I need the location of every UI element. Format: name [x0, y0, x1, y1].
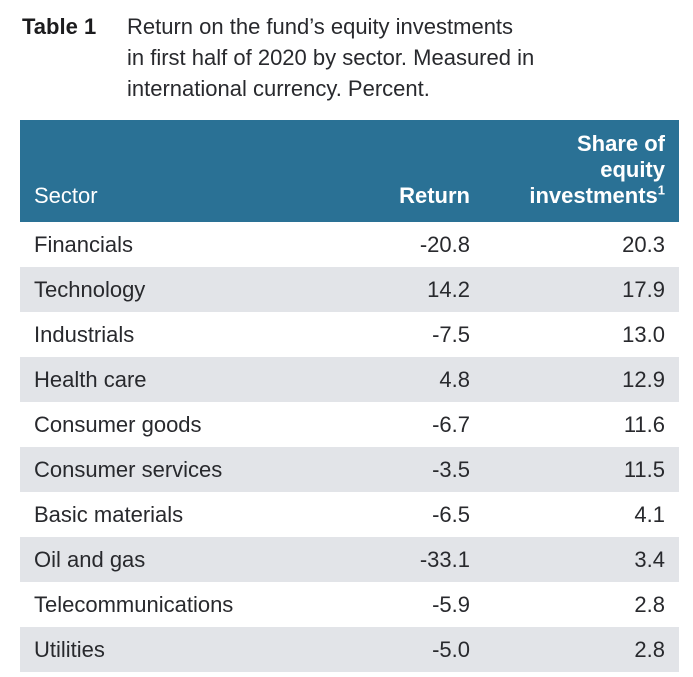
- cell-sector: Consumer goods: [34, 411, 202, 437]
- table-row-technology: Technology 14.2 17.9: [20, 267, 679, 312]
- cell-share: 12.9: [622, 366, 665, 392]
- cell-share: 4.1: [634, 501, 665, 527]
- share-header-line-2: equity: [600, 157, 665, 182]
- table-label: Table 1: [22, 14, 97, 39]
- caption-text: Return on the fund’s equity investments …: [127, 11, 683, 104]
- table-row-basic-materials: Basic materials -6.5 4.1: [20, 492, 679, 537]
- table-row-oil-and-gas: Oil and gas -33.1 3.4: [20, 537, 679, 582]
- cell-sector: Consumer services: [34, 456, 223, 482]
- cell-share: 11.5: [623, 456, 665, 482]
- column-header-share: Share of equity investments1: [470, 131, 665, 209]
- cell-return: -5.9: [432, 591, 470, 617]
- cell-sector: Utilities: [34, 636, 105, 662]
- table-row-utilities: Utilities -5.0 2.8: [20, 627, 679, 672]
- data-table: Sector Return Share of equity investment…: [20, 120, 679, 672]
- cell-sector: Industrials: [34, 321, 135, 347]
- cell-share: 2.8: [634, 636, 665, 662]
- cell-share: 3.4: [634, 546, 665, 572]
- caption-line-1: Return on the fund’s equity investments: [127, 14, 514, 39]
- cell-return: 4.8: [439, 366, 470, 392]
- caption-line-3: international currency. Percent.: [127, 76, 430, 101]
- cell-return: 14.2: [427, 276, 470, 302]
- cell-share: 11.6: [623, 411, 665, 437]
- table-caption: Table 1 Return on the fund’s equity inve…: [0, 0, 693, 104]
- cell-share: 13.0: [622, 321, 665, 347]
- cell-sector: Oil and gas: [34, 546, 146, 572]
- table-row-telecommunications: Telecommunications -5.9 2.8: [20, 582, 679, 627]
- cell-return: -7.5: [432, 321, 470, 347]
- cell-return: -5.0: [432, 636, 470, 662]
- share-header-word: investments: [529, 183, 658, 208]
- cell-share: 20.3: [622, 231, 665, 257]
- table-header-row: Sector Return Share of equity investment…: [20, 120, 679, 222]
- cell-share: 2.8: [634, 591, 665, 617]
- cell-sector: Health care: [34, 366, 147, 392]
- table-row-health-care: Health care 4.8 12.9: [20, 357, 679, 402]
- cell-sector: Basic materials: [34, 501, 184, 527]
- cell-sector: Telecommunications: [34, 591, 234, 617]
- caption-line-2: in first half of 2020 by sector. Measure…: [127, 45, 535, 70]
- table-row-financials: Financials -20.8 20.3: [20, 222, 679, 267]
- share-header-line-1: Share of: [576, 131, 665, 156]
- share-header-line-3: investments1: [470, 183, 665, 209]
- column-header-return: Return: [399, 183, 470, 208]
- table-row-industrials: Industrials -7.5 13.0: [20, 312, 679, 357]
- cell-return: -6.5: [432, 501, 470, 527]
- cell-return: -6.7: [432, 411, 470, 437]
- footnote-marker: 1: [657, 182, 665, 198]
- cell-sector: Financials: [34, 231, 134, 257]
- table-row-consumer-goods: Consumer goods -6.7 11.6: [20, 402, 679, 447]
- cell-return: -33.1: [419, 546, 470, 572]
- cell-sector: Technology: [34, 276, 146, 302]
- cell-share: 17.9: [622, 276, 665, 302]
- cell-return: -20.8: [419, 231, 470, 257]
- table-row-consumer-services: Consumer services -3.5 11.5: [20, 447, 679, 492]
- column-header-sector: Sector: [34, 183, 98, 208]
- table-body: Financials -20.8 20.3 Technology 14.2 17…: [20, 222, 679, 672]
- cell-return: -3.5: [432, 456, 470, 482]
